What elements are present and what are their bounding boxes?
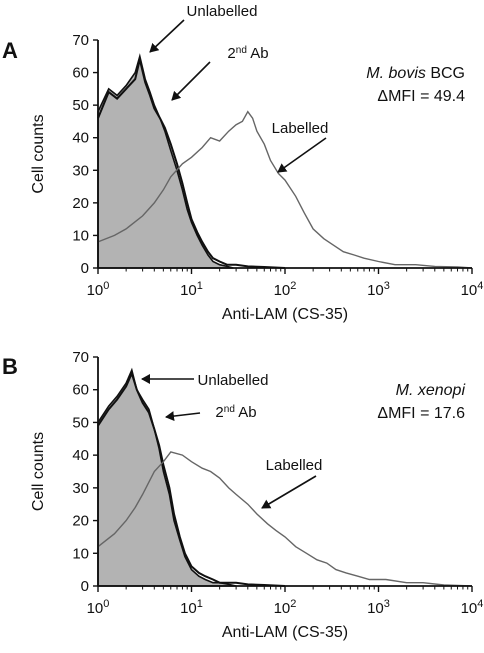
y-tick-label: 10	[72, 227, 89, 244]
annotation-label: Unlabelled	[198, 372, 269, 389]
y-tick-label: 30	[72, 480, 89, 497]
x-axis-label: Anti-LAM (CS-35)	[222, 624, 348, 641]
y-tick-label: 50	[72, 97, 89, 114]
x-tick-label: 104	[461, 280, 484, 299]
series-0-area	[97, 53, 234, 269]
x-axis-label: Anti-LAM (CS-35)	[222, 306, 348, 323]
y-tick-label: 20	[72, 195, 89, 212]
y-tick-label: 20	[72, 513, 89, 530]
annotation-arrow	[149, 19, 185, 53]
panel-label: B	[2, 354, 18, 379]
annotation-label: 2nd Ab	[227, 45, 268, 63]
annotation-label: 2nd Ab	[215, 404, 256, 422]
series-2-line	[97, 110, 473, 269]
y-tick-label: 60	[72, 382, 89, 399]
delta-mfi-label: ΔMFI = 49.4	[377, 88, 465, 105]
x-tick-label: 103	[367, 280, 390, 299]
series-0-area	[97, 367, 237, 587]
y-tick-label: 60	[72, 65, 89, 82]
annotation-arrow	[261, 475, 317, 509]
series-1-line	[97, 59, 286, 269]
annotation-arrow	[165, 411, 201, 422]
annotation-arrow	[171, 61, 211, 101]
x-tick-label: 103	[367, 598, 390, 617]
y-axis-label: Cell counts	[30, 114, 47, 193]
annotation-arrow	[277, 137, 327, 173]
y-tick-label: 10	[72, 545, 89, 562]
y-tick-label: 50	[72, 414, 89, 431]
y-tick-label: 70	[72, 32, 89, 49]
y-axis-label: Cell counts	[30, 432, 47, 511]
panel-label: A	[2, 38, 18, 63]
series-1-line	[97, 370, 286, 587]
organism-label: M. bovis BCG	[366, 65, 465, 82]
x-tick-label: 101	[180, 280, 203, 299]
annotation-label: Labelled	[266, 457, 323, 474]
series-2-line	[97, 451, 473, 587]
organism-label: M. xenopi	[396, 382, 466, 399]
y-tick-label: 40	[72, 447, 89, 464]
x-tick-label: 104	[461, 598, 484, 617]
x-tick-label: 100	[87, 598, 110, 617]
delta-mfi-label: ΔMFI = 17.6	[377, 405, 465, 422]
panel-a-chart: 0 10 20 30 40 50 60 70 100 101 102 103 104 Anti-LAM (…	[2, 3, 483, 323]
x-tick-label: 102	[274, 598, 297, 617]
y-tick-label: 0	[81, 578, 89, 595]
annotation-label: Unlabelled	[187, 3, 258, 20]
annotation-label: Labelled	[272, 120, 329, 137]
y-tick-label: 70	[72, 349, 89, 366]
y-tick-label: 30	[72, 162, 89, 179]
panel-b-chart: 0 10 20 30 40 50 60 70 100 101 102 103 104 Anti-LAM (…	[2, 349, 483, 641]
y-tick-label: 40	[72, 130, 89, 147]
x-tick-label: 101	[180, 598, 203, 617]
x-tick-label: 100	[87, 280, 110, 299]
y-tick-label: 0	[81, 260, 89, 277]
x-tick-label: 102	[274, 280, 297, 299]
